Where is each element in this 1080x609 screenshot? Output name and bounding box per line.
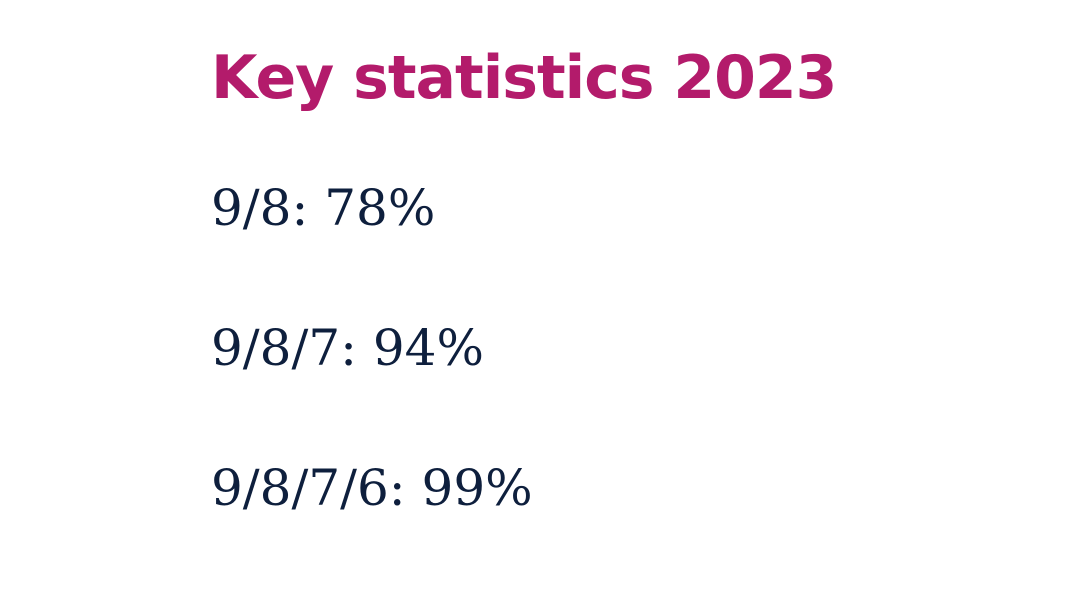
statistic-item: 9/8/7: 94% [211, 319, 484, 377]
statistic-item: 9/8: 78% [211, 179, 436, 237]
statistic-item: 9/8/7/6: 99% [211, 459, 533, 517]
slide-title: Key statistics 2023 [211, 43, 837, 113]
statistics-list: 9/8: 78% 9/8/7: 94% 9/8/7/6: 99% [211, 173, 533, 593]
